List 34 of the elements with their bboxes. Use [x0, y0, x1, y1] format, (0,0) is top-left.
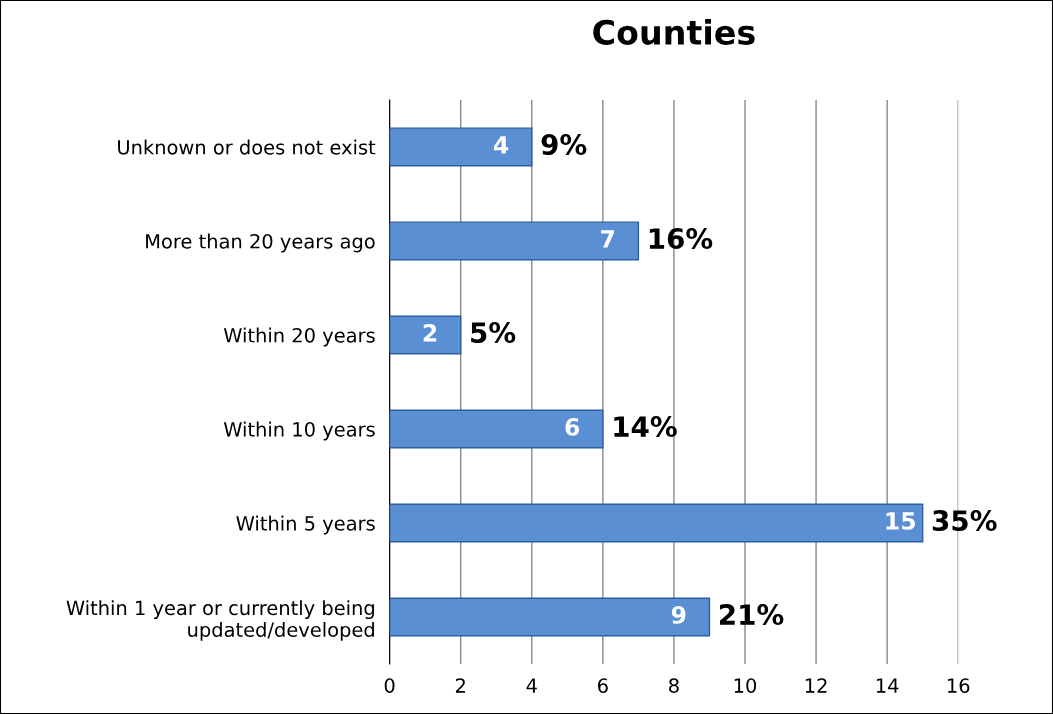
annotation: 21%	[719, 604, 784, 626]
chart-title: Counties	[593, 19, 755, 45]
x-tick-label: 4	[526, 678, 537, 693]
annotation: 9%	[541, 134, 587, 156]
bar	[389, 409, 604, 449]
data-label: 15	[886, 512, 916, 530]
data-label: 4	[493, 136, 509, 154]
x-tick-label: 8	[669, 678, 679, 693]
bar	[389, 503, 924, 543]
annotation: 5%	[471, 322, 516, 344]
x-tick-label: 16	[947, 678, 970, 693]
x-tick-label: 0	[384, 678, 395, 693]
bar	[389, 127, 533, 167]
y-tick-label: Within 20 years	[223, 327, 375, 347]
y-tick-label: More than 20 years ago	[146, 233, 375, 253]
bar	[389, 597, 711, 637]
data-label: 9	[671, 606, 686, 624]
bar	[389, 221, 640, 261]
y-tick-label: Within 10 years	[223, 421, 375, 441]
y-tick-label: Within 1 year or currently being updated/developed	[66, 600, 374, 641]
x-tick-label: 10	[734, 678, 757, 693]
x-tick-label: 2	[455, 678, 465, 693]
data-label: 6	[565, 418, 580, 436]
x-tick-label: 6	[598, 678, 608, 693]
annotation: 35%	[932, 510, 997, 532]
annotation: 14%	[614, 416, 677, 438]
annotation: 16%	[649, 228, 713, 250]
x-tick-label: 12	[805, 678, 827, 693]
bar	[389, 315, 462, 355]
x-tick-label: 14	[876, 678, 899, 693]
y-tick-label: Unknown or does not exist	[118, 139, 376, 155]
y-tick-label: Within 5 years	[236, 515, 375, 535]
data-label: 7	[601, 230, 615, 248]
data-label: 2	[423, 323, 437, 342]
